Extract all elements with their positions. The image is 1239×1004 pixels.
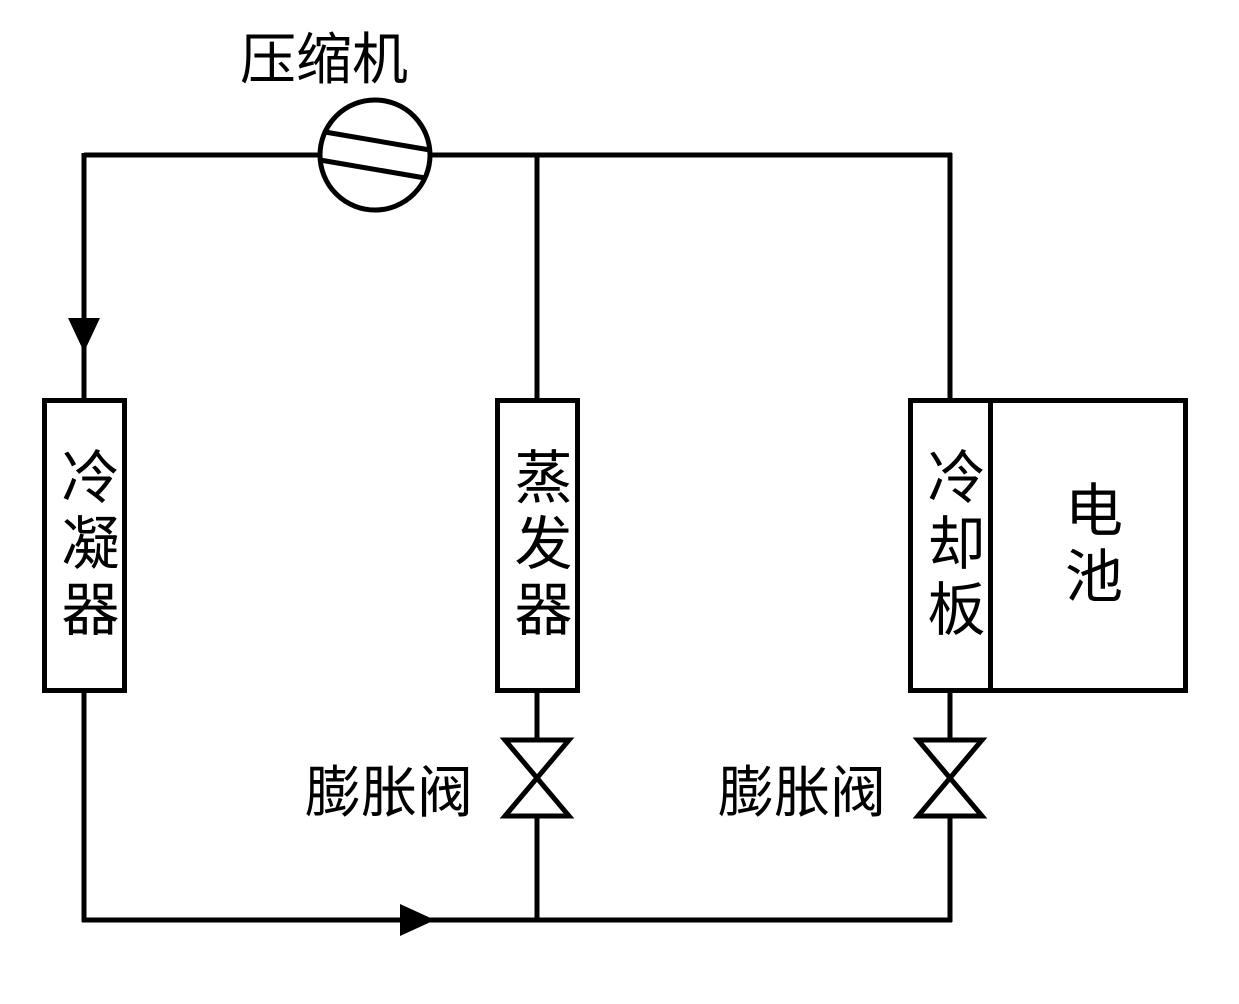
condenser-label: 冷凝器 [43, 447, 127, 645]
expansion-valve-1-symbol [505, 740, 569, 816]
compressor-label: 压缩机 [240, 15, 408, 96]
cooling-plate-label: 冷却板 [909, 447, 993, 645]
diagram-container: 压缩机 冷凝器 蒸发器 冷却板 电池 膨胀阀 膨胀阀 [0, 0, 1239, 1004]
battery-label: 电池 [1046, 480, 1130, 612]
evaporator-box: 蒸发器 [495, 398, 580, 693]
expansion-valve-2-label: 膨胀阀 [718, 748, 886, 829]
expansion-valve-2-symbol [918, 740, 982, 816]
condenser-box: 冷凝器 [42, 398, 127, 693]
evaporator-label: 蒸发器 [496, 447, 580, 645]
compressor-symbol [320, 100, 430, 210]
battery-box: 电池 [988, 398, 1188, 693]
cooling-plate-box: 冷却板 [908, 398, 993, 693]
expansion-valve-1-label: 膨胀阀 [305, 748, 473, 829]
